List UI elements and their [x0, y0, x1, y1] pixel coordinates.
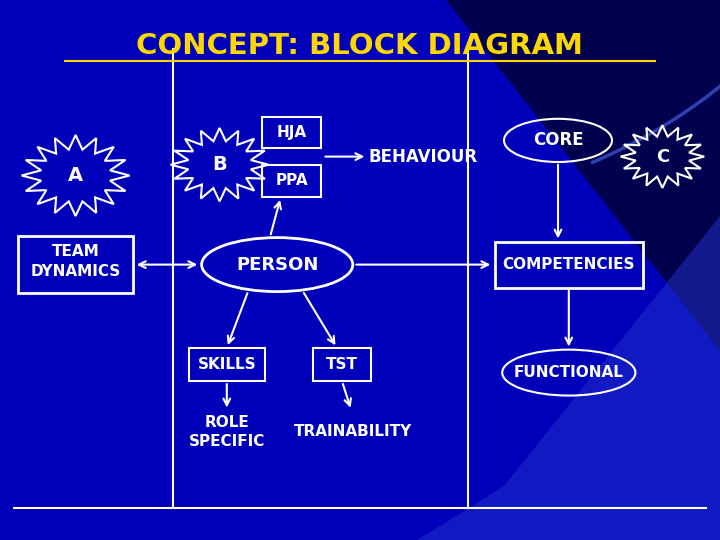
Text: B: B — [212, 155, 227, 174]
Text: SKILLS: SKILLS — [197, 357, 256, 372]
Text: PERSON: PERSON — [236, 255, 318, 274]
Text: HJA: HJA — [276, 125, 307, 140]
Text: C: C — [656, 147, 669, 166]
Polygon shape — [446, 0, 720, 351]
Text: CONCEPT: BLOCK DIAGRAM: CONCEPT: BLOCK DIAGRAM — [137, 32, 583, 60]
Text: TST: TST — [326, 357, 358, 372]
Text: A: A — [68, 166, 84, 185]
Text: TEAM
DYNAMICS: TEAM DYNAMICS — [30, 245, 121, 279]
Text: FUNCTIONAL: FUNCTIONAL — [514, 365, 624, 380]
Text: TRAINABILITY: TRAINABILITY — [294, 424, 412, 440]
Text: CORE: CORE — [533, 131, 583, 150]
Text: PPA: PPA — [275, 173, 308, 188]
Text: COMPETENCIES: COMPETENCIES — [503, 257, 635, 272]
Text: ROLE
SPECIFIC: ROLE SPECIFIC — [189, 415, 265, 449]
Text: BEHAVIOUR: BEHAVIOUR — [369, 147, 478, 166]
Polygon shape — [418, 216, 720, 540]
